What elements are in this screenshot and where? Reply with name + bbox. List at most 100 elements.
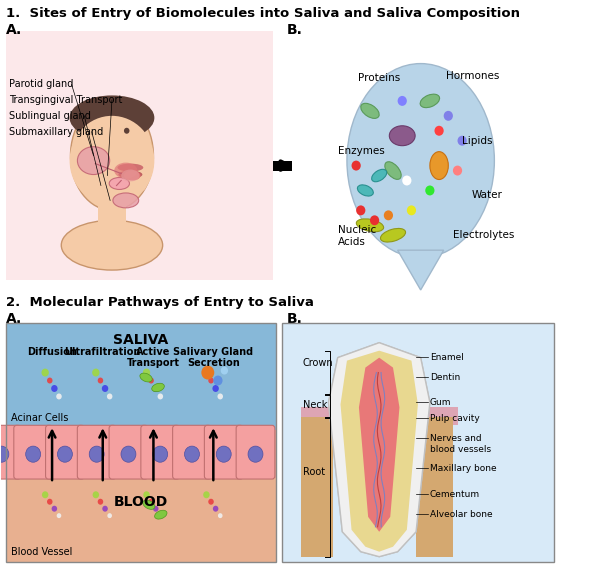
Text: A.: A.	[6, 23, 22, 37]
Ellipse shape	[371, 169, 387, 182]
Bar	[301, 407, 458, 425]
Text: A.: A.	[6, 312, 22, 326]
Circle shape	[143, 369, 150, 377]
Bar	[301, 417, 333, 557]
Text: Parotid gland: Parotid gland	[9, 79, 73, 89]
Circle shape	[148, 499, 154, 505]
Circle shape	[93, 491, 99, 498]
Text: Acinar Cells: Acinar Cells	[10, 413, 68, 423]
Circle shape	[398, 96, 407, 106]
Text: Nerves and
blood vessels: Nerves and blood vessels	[430, 435, 491, 454]
Circle shape	[0, 446, 9, 462]
Bar	[282, 323, 554, 562]
Circle shape	[384, 210, 393, 220]
Ellipse shape	[70, 95, 154, 140]
Ellipse shape	[389, 126, 415, 145]
Ellipse shape	[118, 164, 143, 172]
Bar	[6, 478, 276, 562]
Text: Diffusion: Diffusion	[27, 346, 77, 357]
Circle shape	[42, 491, 48, 498]
Circle shape	[98, 378, 103, 383]
Circle shape	[201, 366, 214, 379]
Text: Alveolar bone: Alveolar bone	[430, 510, 492, 519]
Polygon shape	[340, 350, 418, 552]
Circle shape	[102, 385, 109, 392]
Circle shape	[458, 136, 467, 145]
Ellipse shape	[142, 141, 152, 149]
Circle shape	[56, 394, 62, 399]
Ellipse shape	[118, 170, 142, 178]
Circle shape	[47, 378, 52, 383]
Bar	[98, 206, 126, 245]
Bar	[6, 31, 273, 280]
Ellipse shape	[347, 64, 494, 258]
Circle shape	[51, 385, 57, 392]
Ellipse shape	[123, 178, 146, 193]
FancyBboxPatch shape	[141, 425, 179, 479]
Circle shape	[148, 378, 154, 383]
Circle shape	[218, 513, 223, 518]
Text: Neck: Neck	[303, 400, 327, 411]
Text: Proteins: Proteins	[358, 73, 400, 83]
Circle shape	[443, 111, 453, 121]
FancyBboxPatch shape	[14, 425, 52, 479]
Polygon shape	[359, 358, 400, 532]
Polygon shape	[339, 423, 362, 550]
Circle shape	[212, 385, 219, 392]
Polygon shape	[329, 343, 430, 557]
Circle shape	[121, 446, 136, 462]
Ellipse shape	[361, 103, 379, 118]
FancyBboxPatch shape	[204, 425, 243, 479]
Circle shape	[218, 394, 223, 399]
FancyBboxPatch shape	[236, 425, 275, 479]
Circle shape	[57, 513, 61, 518]
Polygon shape	[359, 358, 400, 532]
FancyBboxPatch shape	[0, 425, 21, 479]
Ellipse shape	[109, 178, 129, 190]
Circle shape	[89, 446, 104, 462]
Circle shape	[214, 375, 223, 386]
Text: Root: Root	[303, 467, 325, 477]
Ellipse shape	[124, 170, 140, 181]
FancyBboxPatch shape	[46, 425, 84, 479]
Ellipse shape	[381, 228, 406, 242]
Ellipse shape	[385, 162, 401, 179]
Text: Enzymes: Enzymes	[338, 145, 384, 156]
Ellipse shape	[430, 152, 448, 179]
Circle shape	[351, 161, 361, 170]
Text: Nucleic
Acids: Nucleic Acids	[338, 225, 376, 247]
Ellipse shape	[357, 185, 373, 196]
Text: 2.  Molecular Pathways of Entry to Saliva: 2. Molecular Pathways of Entry to Saliva	[6, 296, 314, 309]
Text: Hormones: Hormones	[447, 71, 500, 81]
Text: 1.  Sites of Entry of Biomolecules into Saliva and Saliva Composition: 1. Sites of Entry of Biomolecules into S…	[6, 7, 520, 20]
Text: Pulp cavity: Pulp cavity	[430, 415, 479, 423]
Text: Maxillary bone: Maxillary bone	[430, 464, 497, 473]
Bar	[6, 323, 276, 431]
Text: Cementum: Cementum	[430, 490, 480, 499]
Ellipse shape	[121, 170, 140, 182]
Circle shape	[370, 215, 379, 225]
Polygon shape	[359, 358, 400, 532]
Ellipse shape	[117, 161, 144, 181]
Bar	[6, 431, 276, 478]
Circle shape	[453, 166, 462, 176]
Ellipse shape	[114, 162, 137, 178]
Circle shape	[221, 366, 228, 374]
Ellipse shape	[71, 147, 82, 165]
Circle shape	[248, 446, 263, 462]
Polygon shape	[398, 250, 443, 290]
Ellipse shape	[152, 383, 164, 392]
Circle shape	[153, 506, 159, 512]
Circle shape	[203, 491, 210, 498]
Text: SALIVA: SALIVA	[113, 333, 168, 346]
Text: BLOOD: BLOOD	[114, 495, 168, 509]
Circle shape	[184, 446, 199, 462]
Text: Electrolytes: Electrolytes	[453, 230, 514, 240]
Circle shape	[407, 206, 416, 215]
Circle shape	[107, 513, 112, 518]
Circle shape	[52, 506, 57, 512]
Circle shape	[152, 385, 159, 392]
Circle shape	[356, 206, 365, 215]
Ellipse shape	[120, 127, 132, 135]
Text: Blood Vessel: Blood Vessel	[10, 546, 72, 557]
